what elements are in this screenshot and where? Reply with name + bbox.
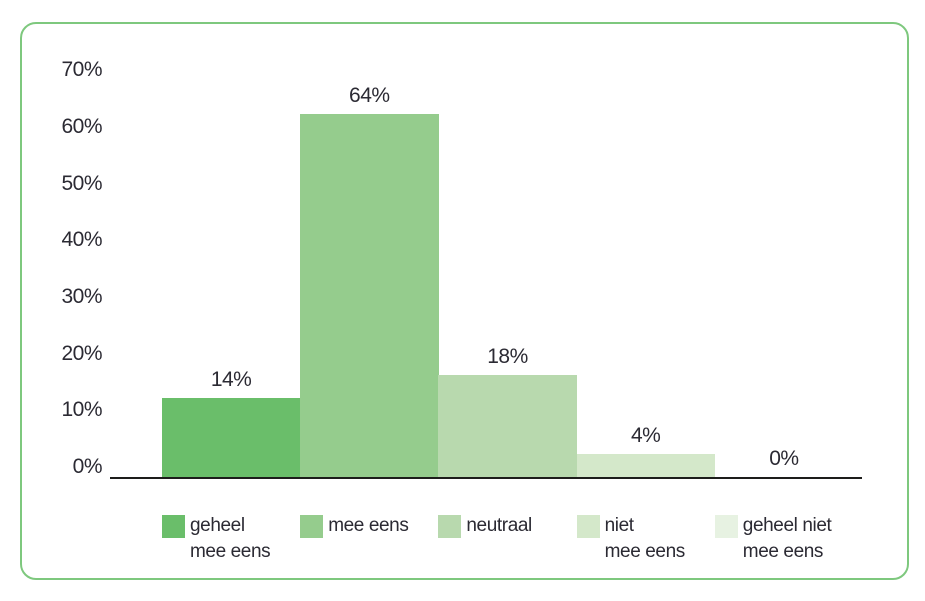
y-tick-label: 60% (61, 114, 102, 138)
legend-swatch (162, 515, 185, 538)
y-tick-label: 0% (72, 455, 103, 478)
bar (162, 398, 301, 477)
legend-label: geheel niet mee eens (742, 515, 832, 562)
bar (576, 454, 716, 477)
x-axis-line (110, 477, 862, 479)
y-tick-label: 10% (61, 398, 102, 422)
bar-value-label: 14% (210, 368, 252, 391)
y-tick-label: 20% (61, 341, 102, 365)
bar (438, 375, 578, 477)
y-tick-label: 30% (61, 284, 102, 308)
legend-label: niet mee eens (604, 515, 686, 562)
bar-value-label: 0% (769, 447, 799, 470)
chart-frame: 70% 60% 50% 40% 30% 20% 10% 0% 14% 64% 18% 4% 0% ge… (20, 22, 909, 580)
y-tick-label: 70% (61, 58, 102, 82)
legend-swatch (714, 515, 738, 538)
legend-swatch (438, 515, 462, 538)
legend-label: mee eens (328, 515, 409, 536)
bar (300, 114, 439, 477)
legend-swatch (576, 515, 600, 538)
bar-value-label: 64% (349, 84, 390, 107)
y-tick-label: 50% (61, 171, 102, 195)
legend-swatch (300, 515, 324, 538)
legend-label: geheel mee eens (190, 515, 271, 562)
y-tick-label: 40% (61, 228, 102, 252)
bar-value-label: 4% (631, 424, 661, 447)
bar-value-label: 18% (487, 345, 528, 368)
legend-label: neutraal (466, 515, 532, 536)
